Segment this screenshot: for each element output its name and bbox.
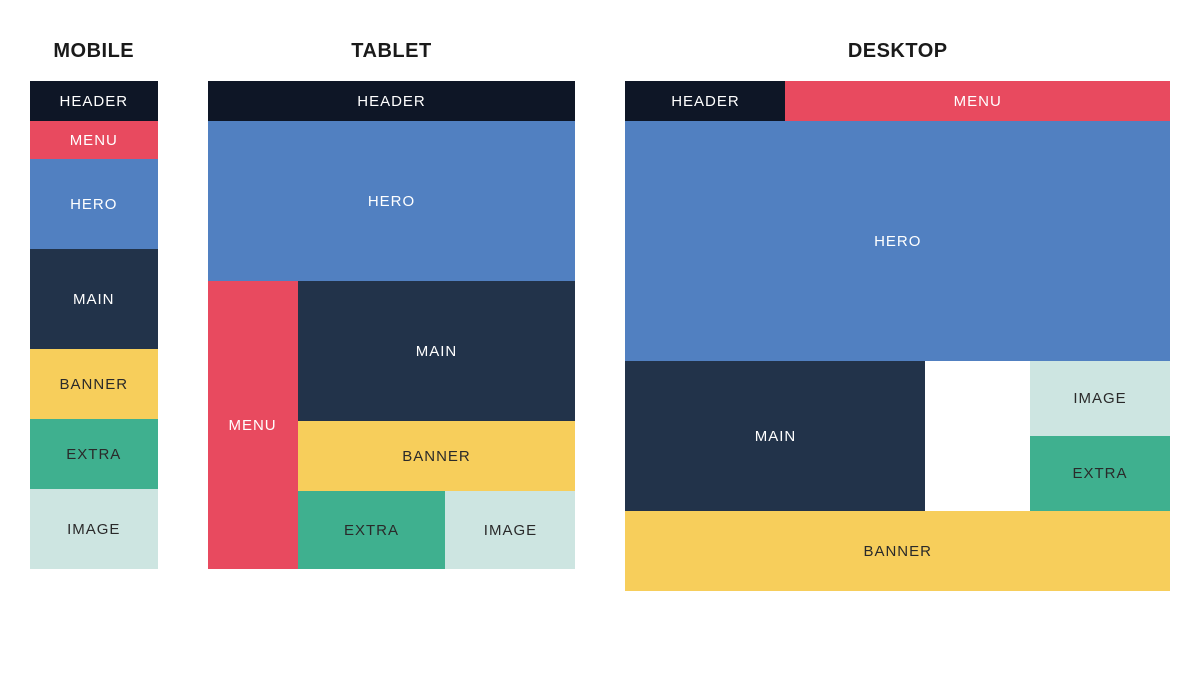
desktop-menu-block: MENU [785, 81, 1170, 121]
mobile-title: MOBILE [30, 40, 158, 63]
tablet-image-block: IMAGE [445, 491, 575, 569]
tablet-layout: HEADER HERO MENU MAIN BANNER EXTRA IMAGE [208, 81, 576, 569]
desktop-image-block: IMAGE [1030, 361, 1170, 436]
desktop-layout: HEADER MENU HERO MAIN IMAGE EXTRA BANNER [625, 81, 1170, 591]
mobile-menu-block: MENU [30, 121, 158, 159]
tablet-extra-block: EXTRA [298, 491, 446, 569]
mobile-column: MOBILE HEADER MENU HERO MAIN BANNER EXTR… [30, 40, 158, 569]
mobile-header-block: HEADER [30, 81, 158, 121]
desktop-hero-block: HERO [625, 121, 1170, 361]
tablet-hero-block: HERO [208, 121, 576, 281]
mobile-image-block: IMAGE [30, 489, 158, 569]
desktop-main-block: MAIN [625, 361, 925, 511]
tablet-main-block: MAIN [298, 281, 576, 421]
tablet-column: TABLET HEADER HERO MENU MAIN BANNER EXTR… [208, 40, 576, 569]
tablet-menu-block: MENU [208, 281, 298, 569]
mobile-hero-block: HERO [30, 159, 158, 249]
desktop-column: DESKTOP HEADER MENU HERO MAIN IMAGE EXTR… [625, 40, 1170, 591]
mobile-main-block: MAIN [30, 249, 158, 349]
desktop-extra-block: EXTRA [1030, 436, 1170, 511]
tablet-title: TABLET [208, 40, 576, 63]
desktop-title: DESKTOP [625, 40, 1170, 63]
desktop-banner-block: BANNER [625, 511, 1170, 591]
tablet-header-block: HEADER [208, 81, 576, 121]
mobile-extra-block: EXTRA [30, 419, 158, 489]
mobile-banner-block: BANNER [30, 349, 158, 419]
mobile-layout: HEADER MENU HERO MAIN BANNER EXTRA IMAGE [30, 81, 158, 569]
desktop-header-block: HEADER [625, 81, 785, 121]
tablet-banner-block: BANNER [298, 421, 576, 491]
